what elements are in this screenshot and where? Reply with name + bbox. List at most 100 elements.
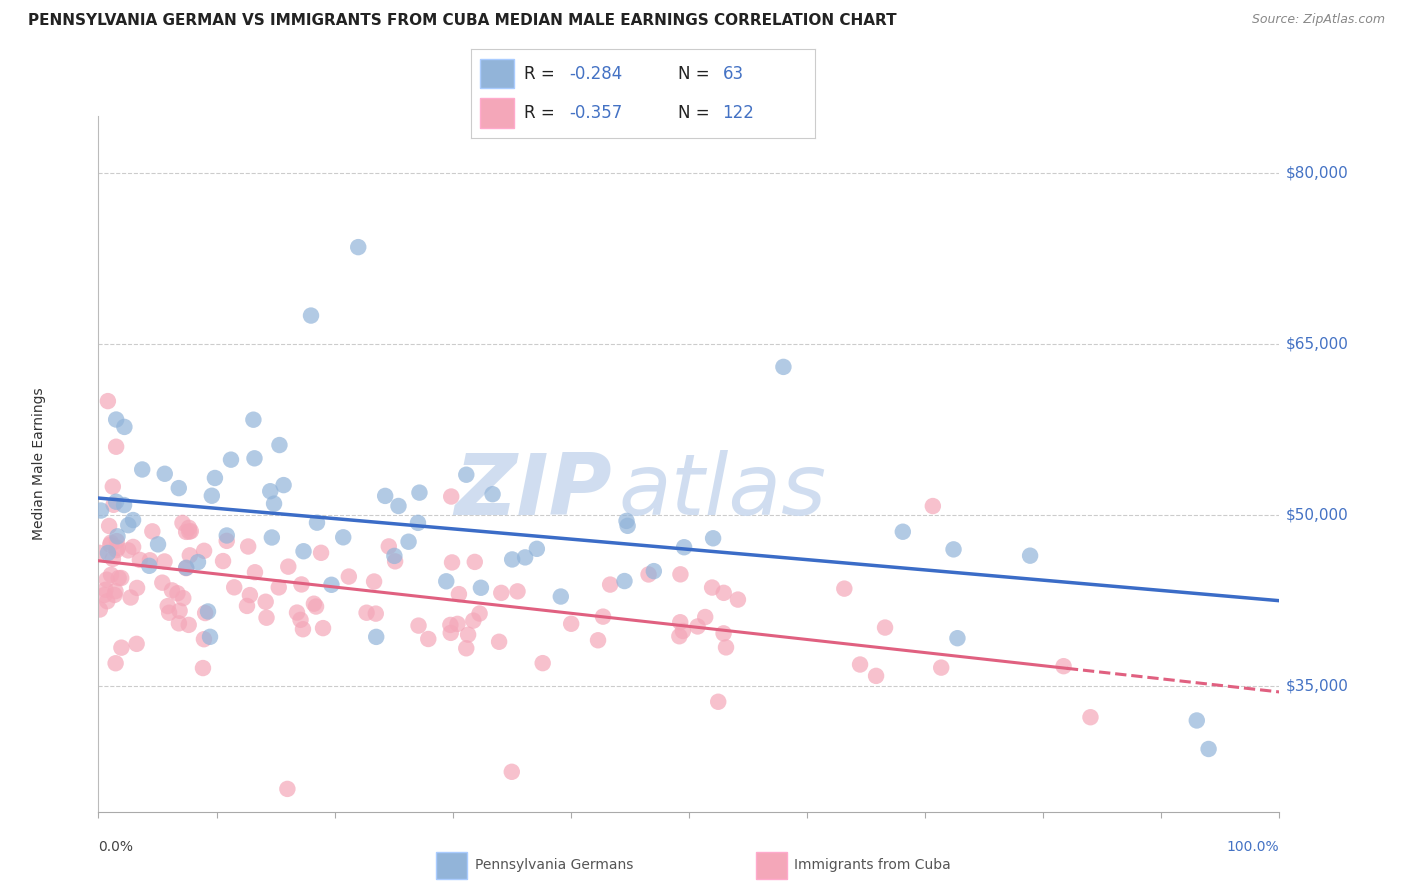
Point (267, 581, 290, 595)
Point (263, 497, 285, 511)
Point (219, 452, 242, 467)
Point (166, 586, 188, 600)
Point (153, 554, 176, 568)
Point (238, 540, 260, 554)
Point (669, 567, 692, 582)
Point (131, 462, 153, 476)
Point (468, 607, 491, 621)
Point (97, 546, 120, 560)
Point (506, 584, 529, 599)
Point (364, 607, 387, 621)
Point (128, 553, 150, 567)
Point (643, 564, 665, 578)
Point (107, 571, 129, 585)
Point (387, 499, 409, 513)
Point (89, 546, 111, 560)
Point (122, 513, 145, 527)
Point (169, 604, 191, 618)
Point (179, 524, 201, 539)
Point (105, 543, 128, 558)
Point (406, 516, 429, 530)
Point (337, 569, 360, 583)
Point (97, 394, 120, 409)
Point (101, 479, 124, 493)
Point (290, 577, 312, 591)
Point (302, 597, 325, 611)
Point (212, 554, 235, 568)
Point (707, 695, 730, 709)
Point (305, 599, 328, 614)
Point (254, 595, 277, 609)
Point (191, 661, 214, 675)
Point (695, 610, 717, 624)
Bar (479, 59, 515, 88)
Point (273, 478, 295, 492)
Point (929, 660, 952, 674)
Point (96, 573, 118, 587)
Point (446, 616, 468, 631)
Bar (436, 852, 467, 879)
Point (526, 541, 548, 556)
Point (122, 540, 145, 554)
Point (101, 552, 124, 566)
Point (103, 498, 125, 512)
Point (174, 561, 197, 575)
Text: $35,000: $35,000 (1285, 679, 1348, 694)
Point (112, 498, 135, 512)
Point (834, 582, 856, 596)
Point (713, 586, 735, 600)
Point (105, 494, 128, 508)
Point (276, 781, 298, 796)
Point (366, 630, 388, 644)
Point (550, 590, 572, 604)
Text: Source: ZipAtlas.com: Source: ZipAtlas.com (1251, 13, 1385, 27)
Point (117, 543, 139, 558)
Text: 0.0%: 0.0% (98, 839, 134, 854)
Point (224, 580, 246, 594)
Text: -0.357: -0.357 (569, 103, 623, 122)
Point (463, 614, 485, 628)
Point (560, 616, 582, 631)
Point (110, 571, 132, 585)
Point (187, 555, 209, 569)
Point (470, 581, 492, 595)
Point (107, 529, 129, 543)
Point (418, 632, 440, 646)
Point (157, 606, 180, 620)
Point (727, 592, 749, 607)
Point (447, 587, 470, 601)
Point (193, 632, 215, 647)
Text: $65,000: $65,000 (1285, 336, 1348, 351)
Point (586, 633, 609, 648)
Text: N =: N = (678, 64, 714, 83)
Point (243, 566, 266, 580)
Point (120, 591, 142, 605)
Point (865, 669, 887, 683)
Point (94, 582, 117, 597)
Point (104, 657, 127, 671)
Point (236, 599, 259, 613)
Point (239, 588, 262, 602)
Point (242, 413, 264, 427)
Point (637, 567, 659, 582)
Point (891, 524, 914, 539)
Point (374, 489, 396, 503)
Text: Pennsylvania Germans: Pennsylvania Germans (475, 858, 633, 872)
Point (98, 519, 121, 533)
Point (177, 521, 200, 535)
Point (531, 656, 554, 670)
Point (772, 359, 794, 374)
Point (946, 631, 969, 645)
Point (292, 544, 315, 558)
Point (398, 534, 420, 549)
Point (125, 581, 148, 595)
Point (201, 489, 224, 503)
Point (167, 616, 190, 631)
Point (378, 540, 401, 554)
Point (160, 583, 183, 598)
Point (456, 641, 478, 656)
Point (942, 542, 965, 557)
Point (592, 609, 614, 624)
Text: Median Male Earnings: Median Male Earnings (32, 387, 46, 541)
Point (312, 621, 335, 635)
